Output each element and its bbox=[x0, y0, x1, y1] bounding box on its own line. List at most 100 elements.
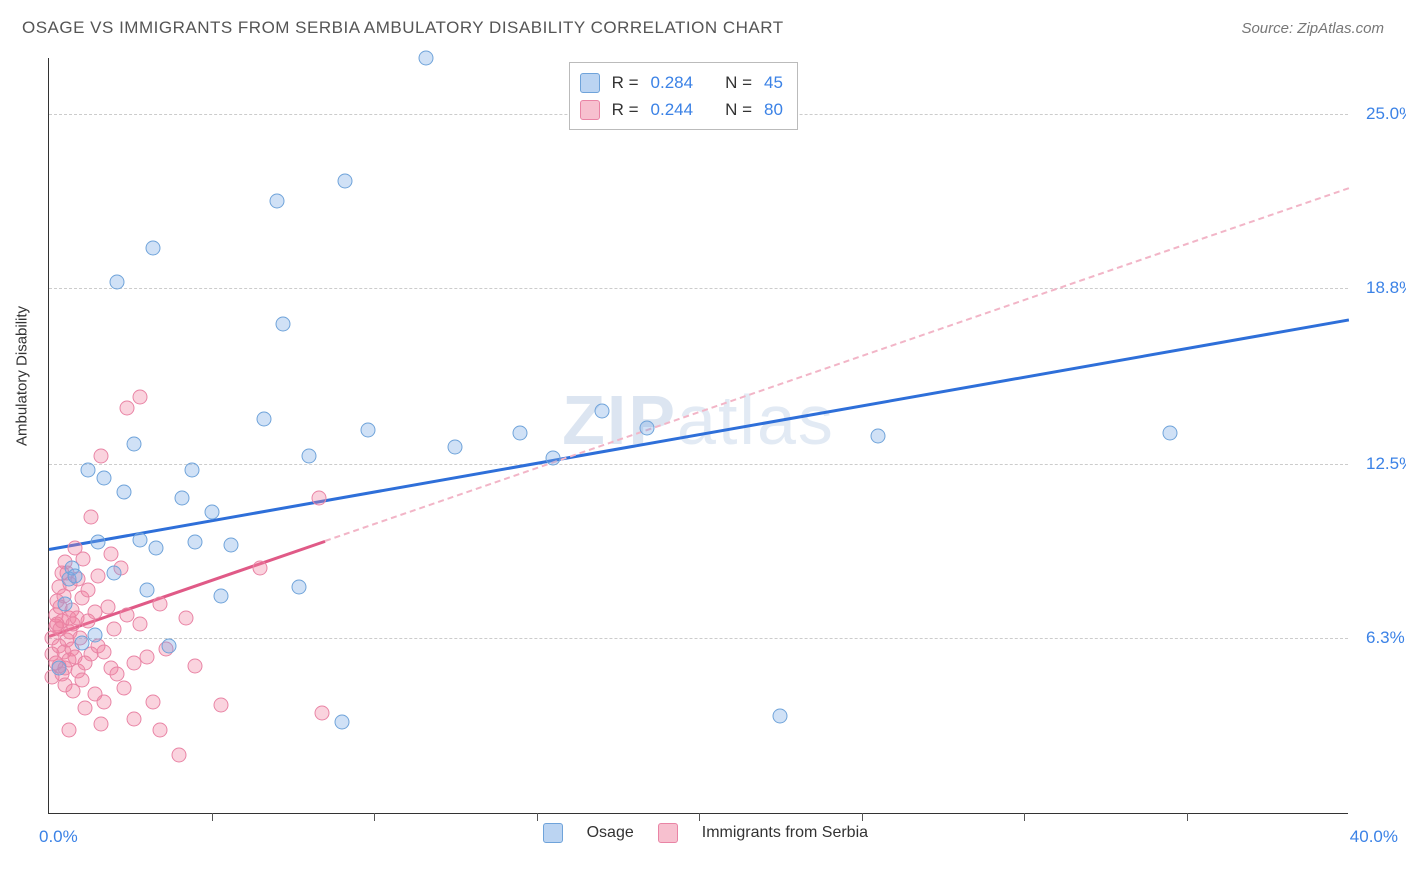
y-tick-label: 25.0% bbox=[1366, 104, 1406, 124]
data-point bbox=[1163, 426, 1178, 441]
legend-stats-row-serbia: R = 0.244 N = 80 bbox=[580, 96, 783, 123]
data-point bbox=[87, 627, 102, 642]
y-axis-label: Ambulatory Disability bbox=[14, 306, 31, 446]
data-point bbox=[292, 580, 307, 595]
data-point bbox=[172, 748, 187, 763]
data-point bbox=[360, 423, 375, 438]
data-point bbox=[152, 723, 167, 738]
data-point bbox=[315, 706, 330, 721]
data-point bbox=[139, 583, 154, 598]
data-point bbox=[81, 462, 96, 477]
swatch-pink-icon bbox=[658, 823, 678, 843]
data-point bbox=[133, 389, 148, 404]
y-tick-label: 6.3% bbox=[1366, 628, 1405, 648]
data-point bbox=[640, 420, 655, 435]
data-point bbox=[594, 403, 609, 418]
data-point bbox=[188, 658, 203, 673]
data-point bbox=[94, 448, 109, 463]
chart-plot-area: ZIPatlas 6.3%12.5%18.8%25.0% R = 0.284 N… bbox=[48, 58, 1348, 814]
swatch-blue-icon bbox=[543, 823, 563, 843]
r-label: R = bbox=[612, 69, 639, 96]
x-tick-mark bbox=[212, 813, 213, 821]
swatch-pink-icon bbox=[580, 100, 600, 120]
x-tick-right: 40.0% bbox=[1350, 827, 1398, 847]
data-point bbox=[256, 412, 271, 427]
data-point bbox=[513, 426, 528, 441]
chart-title: OSAGE VS IMMIGRANTS FROM SERBIA AMBULATO… bbox=[22, 18, 784, 38]
data-point bbox=[773, 709, 788, 724]
y-tick-label: 18.8% bbox=[1366, 278, 1406, 298]
n-value: 45 bbox=[764, 69, 783, 96]
data-point bbox=[126, 711, 141, 726]
data-point bbox=[269, 193, 284, 208]
data-point bbox=[188, 535, 203, 550]
r-value: 0.284 bbox=[651, 69, 694, 96]
swatch-blue-icon bbox=[580, 73, 600, 93]
data-point bbox=[253, 560, 268, 575]
data-point bbox=[214, 697, 229, 712]
n-label: N = bbox=[725, 96, 752, 123]
x-tick-mark bbox=[374, 813, 375, 821]
data-point bbox=[61, 723, 76, 738]
data-point bbox=[84, 510, 99, 525]
data-point bbox=[448, 440, 463, 455]
data-point bbox=[337, 174, 352, 189]
data-point bbox=[94, 717, 109, 732]
chart-header: OSAGE VS IMMIGRANTS FROM SERBIA AMBULATO… bbox=[22, 18, 1384, 38]
data-point bbox=[224, 538, 239, 553]
data-point bbox=[116, 681, 131, 696]
data-point bbox=[110, 275, 125, 290]
data-point bbox=[103, 546, 118, 561]
data-point bbox=[97, 695, 112, 710]
data-point bbox=[162, 639, 177, 654]
data-point bbox=[149, 541, 164, 556]
data-point bbox=[97, 644, 112, 659]
data-point bbox=[214, 588, 229, 603]
gridline-h bbox=[49, 638, 1348, 639]
trend-line bbox=[49, 318, 1350, 551]
data-point bbox=[90, 569, 105, 584]
data-point bbox=[110, 667, 125, 682]
legend-series: Osage Immigrants from Serbia bbox=[543, 823, 868, 843]
x-tick-mark bbox=[1187, 813, 1188, 821]
data-point bbox=[334, 714, 349, 729]
watermark: ZIPatlas bbox=[562, 380, 835, 460]
data-point bbox=[77, 700, 92, 715]
data-point bbox=[419, 51, 434, 66]
data-point bbox=[870, 429, 885, 444]
data-point bbox=[58, 597, 73, 612]
data-point bbox=[120, 401, 135, 416]
x-tick-mark bbox=[862, 813, 863, 821]
legend-label-serbia: Immigrants from Serbia bbox=[702, 824, 868, 842]
data-point bbox=[545, 451, 560, 466]
data-point bbox=[152, 597, 167, 612]
data-point bbox=[126, 437, 141, 452]
gridline-h bbox=[49, 288, 1348, 289]
data-point bbox=[146, 241, 161, 256]
data-point bbox=[146, 695, 161, 710]
data-point bbox=[311, 490, 326, 505]
data-point bbox=[175, 490, 190, 505]
data-point bbox=[68, 569, 83, 584]
x-tick-mark bbox=[537, 813, 538, 821]
data-point bbox=[302, 448, 317, 463]
data-point bbox=[107, 622, 122, 637]
data-point bbox=[100, 599, 115, 614]
chart-source: Source: ZipAtlas.com bbox=[1241, 20, 1384, 37]
data-point bbox=[185, 462, 200, 477]
trend-line bbox=[325, 187, 1349, 542]
r-value: 0.244 bbox=[651, 96, 694, 123]
data-point bbox=[139, 650, 154, 665]
data-point bbox=[97, 471, 112, 486]
data-point bbox=[276, 317, 291, 332]
data-point bbox=[81, 583, 96, 598]
gridline-h bbox=[49, 464, 1348, 465]
y-tick-label: 12.5% bbox=[1366, 454, 1406, 474]
data-point bbox=[204, 504, 219, 519]
x-tick-left: 0.0% bbox=[39, 827, 78, 847]
data-point bbox=[133, 532, 148, 547]
data-point bbox=[51, 661, 66, 676]
legend-stats-box: R = 0.284 N = 45 R = 0.244 N = 80 bbox=[569, 62, 798, 130]
data-point bbox=[178, 611, 193, 626]
n-value: 80 bbox=[764, 96, 783, 123]
